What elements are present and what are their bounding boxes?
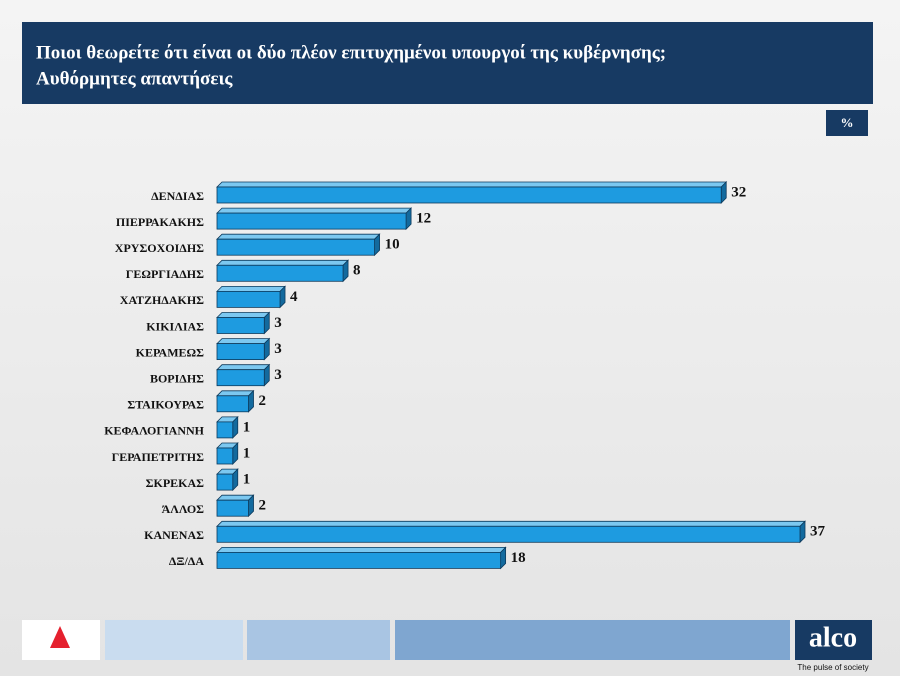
value-label: 4: [290, 289, 298, 305]
bar: [216, 494, 255, 518]
bar-front: [216, 525, 801, 543]
value-label: 18: [511, 550, 526, 566]
category-label: ΣΤΑΙΚΟΥΡΑΣ: [127, 398, 204, 412]
bar: [216, 468, 239, 492]
news-logo: [50, 626, 70, 648]
bar-top: [216, 364, 271, 371]
category-label: ΆΛΛΟΣ: [162, 502, 205, 516]
bar: [216, 337, 271, 361]
category-label: ΚΕΦΑΛΟΓΙΑΝΝΗ: [104, 424, 204, 438]
bar-front: [216, 552, 502, 569]
bar-top: [216, 259, 350, 266]
footer-strip: [105, 620, 243, 660]
value-label: 1: [243, 445, 251, 461]
category-label: ΚΕΡΑΜΕΩΣ: [136, 345, 205, 359]
category-label: ΠΙΕΡΡΑΚΑΚΗΣ: [116, 215, 204, 229]
bar-front: [216, 264, 344, 282]
bar-top: [216, 390, 255, 397]
bar-top: [216, 520, 806, 527]
title-banner: [22, 22, 873, 104]
bar-front: [216, 317, 265, 334]
value-label: 1: [243, 472, 251, 488]
bar-top: [216, 494, 255, 501]
bar-top: [216, 233, 381, 240]
category-label: ΒΟΡΙΔΗΣ: [150, 371, 204, 385]
bar: [216, 285, 286, 309]
footer-strip: [395, 620, 790, 660]
value-label: 12: [416, 211, 431, 227]
unit-box: [826, 110, 868, 136]
value-label: 3: [274, 315, 282, 331]
bar: [216, 181, 728, 204]
bar-front: [216, 212, 407, 230]
tagline: The pulse of society: [797, 663, 868, 672]
category-label: ΔΞ/ΔΑ: [169, 554, 205, 568]
bar-front: [216, 499, 249, 517]
value-label: 3: [274, 341, 282, 357]
bar-front: [216, 395, 249, 413]
category-label: ΔΕΝΔΙΑΣ: [151, 189, 204, 203]
bar-top: [216, 207, 413, 214]
category-label: ΣΚΡΕΚΑΣ: [146, 476, 205, 490]
value-label: 8: [353, 263, 361, 279]
bar: [216, 442, 239, 465]
value-label: 10: [385, 237, 400, 253]
footer-strip: [247, 620, 390, 660]
bar: [216, 546, 507, 570]
bar-front: [216, 447, 234, 465]
bar: [216, 259, 350, 283]
bar-front: [216, 343, 265, 361]
value-label: 3: [274, 367, 282, 383]
unit-label: %: [841, 115, 854, 130]
chart-title: Ποιοι θεωρείτε ότι είναι οι δύο πλέον επ…: [36, 42, 666, 63]
bar-front: [216, 290, 281, 308]
value-label: 1: [243, 419, 251, 435]
bar: [216, 233, 381, 257]
value-label: 2: [259, 393, 267, 409]
category-label: ΚΙΚΙΛΙΑΣ: [146, 319, 204, 333]
value-label: 37: [810, 524, 826, 540]
bar: [216, 207, 413, 231]
brand: alco: [809, 622, 857, 653]
category-label: ΧΡΥΣΟΧΟΙΔΗΣ: [115, 241, 204, 255]
bar: [216, 311, 271, 335]
bar-top: [216, 181, 728, 188]
bar-top: [216, 547, 507, 553]
bar: [216, 363, 271, 387]
brand-box: [795, 620, 872, 660]
bar-front: [216, 421, 234, 439]
bar-front: [216, 473, 234, 491]
bar: [216, 520, 806, 544]
bar: [216, 389, 255, 413]
bar-front: [216, 369, 265, 387]
bar-front: [216, 238, 375, 256]
value-label: 2: [259, 498, 267, 514]
bar-front: [216, 186, 722, 204]
bar-top: [216, 312, 271, 318]
bar-top: [216, 285, 286, 292]
chart-subtitle: Αυθόρμητες απαντήσεις: [36, 68, 233, 89]
category-label: ΚΑΝΕΝΑΣ: [144, 528, 204, 542]
value-label: 32: [731, 184, 746, 200]
bar: [216, 415, 239, 439]
category-label: ΓΕΩΡΓΙΑΔΗΣ: [126, 267, 204, 281]
category-label: ΓΕΡΑΠΕΤΡΙΤΗΣ: [112, 450, 205, 464]
bar-top: [216, 338, 271, 345]
category-label: ΧΑΤΖΗΔΑΚΗΣ: [120, 293, 204, 307]
